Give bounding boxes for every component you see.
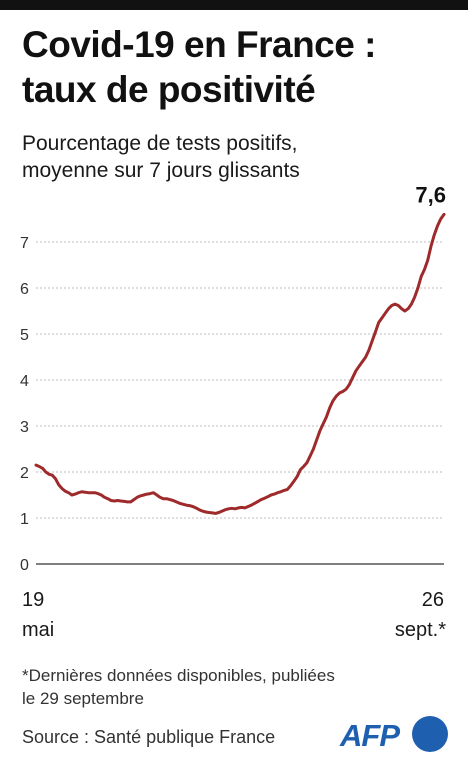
last-value-label: 7,6: [415, 182, 446, 207]
x-tick-label-start-month: mai: [22, 619, 54, 641]
footnote-line-1: *Dernières données disponibles, publiées: [22, 666, 335, 685]
y-tick-label: 4: [20, 373, 29, 390]
title-line-2: taux de positivité: [22, 69, 316, 110]
afp-logo-text: AFP: [339, 718, 400, 753]
subtitle-line-1: Pourcentage de tests positifs,: [22, 132, 298, 155]
subtitle-line-2: moyenne sur 7 jours glissants: [22, 159, 300, 182]
afp-logo-circle: [412, 716, 448, 752]
y-tick-label: 1: [20, 511, 29, 528]
footnote: *Dernières données disponibles, publiées…: [22, 664, 442, 710]
y-tick-label: 5: [20, 327, 29, 344]
x-tick-label-end-day: 26: [422, 589, 444, 611]
x-tick-label-end-month: sept.*: [395, 619, 446, 641]
title-line-1: Covid-19 en France :: [22, 24, 376, 65]
afp-logo: AFP: [339, 716, 448, 753]
chart-subtitle: Pourcentage de tests positifs, moyenne s…: [22, 130, 452, 184]
y-tick-label: 2: [20, 465, 29, 482]
chart-title: Covid-19 en France : taux de positivité: [22, 22, 452, 112]
footnote-line-2: le 29 septembre: [22, 689, 144, 708]
y-tick-label: 6: [20, 281, 29, 298]
y-tick-label: 3: [20, 419, 29, 436]
line-chart: 0 1 2 3 4 5 6 7 19 mai 26 sept.* 7,6: [20, 182, 446, 641]
x-tick-label-start-day: 19: [22, 589, 44, 611]
series-line: [34, 212, 446, 515]
top-rule: [0, 0, 468, 10]
source-text: Source : Santé publique France: [22, 727, 276, 747]
y-tick-label: 7: [20, 235, 29, 252]
y-tick-label: 0: [20, 557, 29, 574]
